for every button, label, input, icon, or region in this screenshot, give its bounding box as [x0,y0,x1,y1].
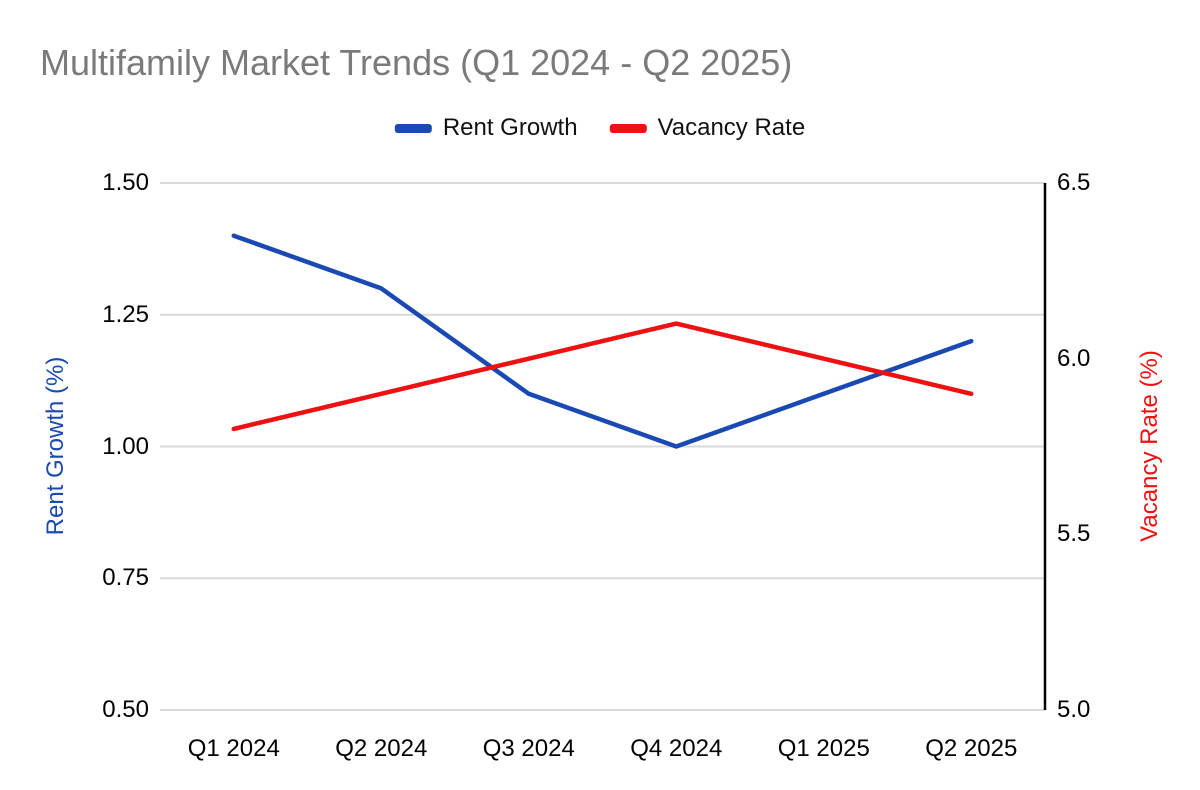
right-axis-tick-label: 6.0 [1057,344,1091,372]
x-axis-tick-label: Q3 2024 [482,735,575,762]
series-line-vacancy-rate [231,321,974,432]
legend: Rent Growth Vacancy Rate [394,114,806,142]
x-axis-tick-label: Q2 2025 [925,735,1018,762]
left-axis-tick-label: 0.75 [102,564,149,592]
right-axis-tick-label: 6.5 [1057,169,1091,196]
vacancy-rate-legend-label: Vacancy Rate [657,114,806,141]
left-axis-tick-label: 1.50 [102,169,149,196]
left-axis-title: Rent Growth (%) [42,356,69,536]
vacancy-rate-legend-swatch-icon [609,123,647,133]
rent-growth-legend-label: Rent Growth [442,114,578,141]
right-axis-tick-label: 5.5 [1057,520,1091,548]
legend-item-rent-growth: Rent Growth [394,114,578,142]
legend-item-vacancy-rate: Vacancy Rate [609,114,806,142]
left-axis-tick-label: 0.50 [102,696,149,723]
x-axis-tick-label: Q4 2024 [630,735,723,762]
chart-title: Multifamily Market Trends (Q1 2024 - Q2 … [40,42,793,83]
left-axis-tick-label: 1.25 [102,300,149,328]
left-axis-tick-label: 1.00 [102,432,149,460]
x-axis-tick-label: Q2 2024 [335,735,428,762]
right-axis-title: Vacancy Rate (%) [1136,350,1163,542]
x-axis-tick-label: Q1 2024 [187,735,280,762]
series-line-rent-growth [231,233,974,449]
rent-growth-legend-swatch-icon [394,123,432,133]
x-axis-tick-label: Q1 2025 [777,735,870,762]
right-axis-tick-label: 5.0 [1057,696,1091,723]
